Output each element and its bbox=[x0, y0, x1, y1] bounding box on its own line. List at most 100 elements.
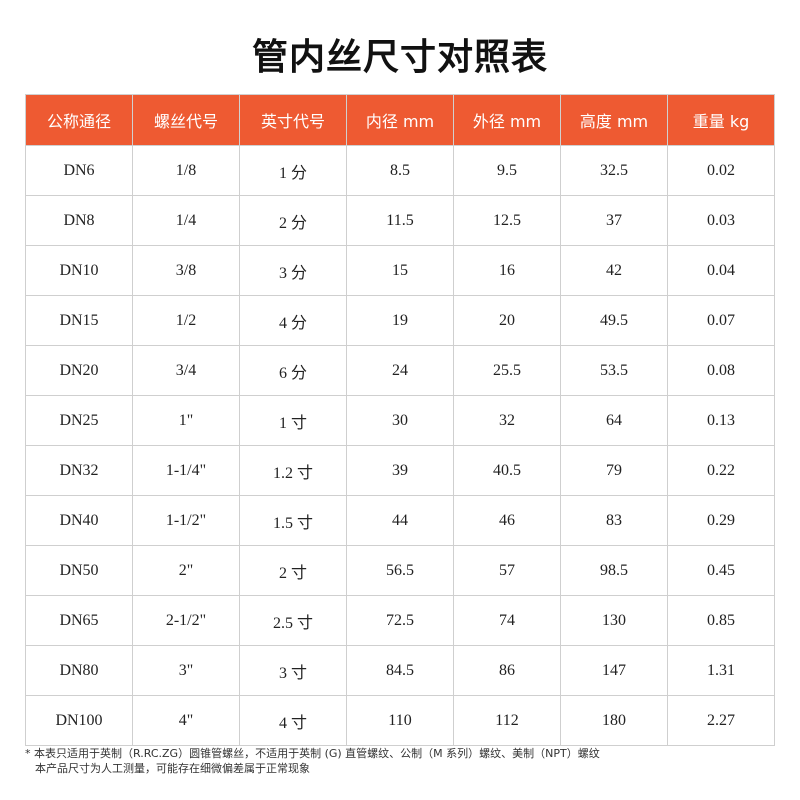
cell-inner-diameter: 39 bbox=[346, 445, 454, 496]
cell-weight: 0.04 bbox=[667, 245, 775, 296]
cell-outer-diameter: 16 bbox=[453, 245, 561, 296]
cell-nominal-diameter: DN25 bbox=[25, 395, 133, 446]
cell-weight: 2.27 bbox=[667, 695, 775, 746]
cell-height: 130 bbox=[560, 595, 668, 646]
table-row: DN15 1/2 4 分 19 20 49.5 0.07 bbox=[25, 295, 775, 346]
cell-height: 180 bbox=[560, 695, 668, 746]
cell-weight: 0.29 bbox=[667, 495, 775, 546]
cell-nominal-diameter: DN32 bbox=[25, 445, 133, 496]
cell-weight: 0.22 bbox=[667, 445, 775, 496]
cell-inch-code: 4 寸 bbox=[239, 695, 347, 746]
cell-thread-code: 1/4 bbox=[132, 195, 240, 246]
header-thread-code: 螺丝代号 bbox=[132, 94, 240, 146]
cell-inner-diameter: 8.5 bbox=[346, 145, 454, 196]
size-table: 公称通径 螺丝代号 英寸代号 内径 mm 外径 mm 高度 mm 重量 kg D… bbox=[25, 94, 775, 746]
cell-inch-code: 1 寸 bbox=[239, 395, 347, 446]
cell-inner-diameter: 24 bbox=[346, 345, 454, 396]
cell-height: 53.5 bbox=[560, 345, 668, 396]
cell-outer-diameter: 40.5 bbox=[453, 445, 561, 496]
header-inner-diameter: 内径 mm bbox=[346, 94, 454, 146]
cell-outer-diameter: 12.5 bbox=[453, 195, 561, 246]
cell-inch-code: 2 寸 bbox=[239, 545, 347, 596]
header-outer-diameter: 外径 mm bbox=[453, 94, 561, 146]
cell-nominal-diameter: DN20 bbox=[25, 345, 133, 396]
cell-weight: 0.02 bbox=[667, 145, 775, 196]
cell-inch-code: 2.5 寸 bbox=[239, 595, 347, 646]
cell-inner-diameter: 11.5 bbox=[346, 195, 454, 246]
cell-inch-code: 3 分 bbox=[239, 245, 347, 296]
table-row: DN40 1-1/2" 1.5 寸 44 46 83 0.29 bbox=[25, 495, 775, 546]
cell-nominal-diameter: DN10 bbox=[25, 245, 133, 296]
cell-thread-code: 3/4 bbox=[132, 345, 240, 396]
cell-nominal-diameter: DN50 bbox=[25, 545, 133, 596]
cell-thread-code: 1-1/2" bbox=[132, 495, 240, 546]
cell-inner-diameter: 30 bbox=[346, 395, 454, 446]
cell-inch-code: 2 分 bbox=[239, 195, 347, 246]
table-row: DN20 3/4 6 分 24 25.5 53.5 0.08 bbox=[25, 345, 775, 396]
cell-thread-code: 3" bbox=[132, 645, 240, 696]
cell-height: 64 bbox=[560, 395, 668, 446]
cell-height: 98.5 bbox=[560, 545, 668, 596]
table-row: DN80 3" 3 寸 84.5 86 147 1.31 bbox=[25, 645, 775, 696]
table-row: DN65 2-1/2" 2.5 寸 72.5 74 130 0.85 bbox=[25, 595, 775, 646]
cell-height: 79 bbox=[560, 445, 668, 496]
cell-weight: 0.85 bbox=[667, 595, 775, 646]
cell-inch-code: 3 寸 bbox=[239, 645, 347, 696]
cell-height: 49.5 bbox=[560, 295, 668, 346]
cell-thread-code: 2" bbox=[132, 545, 240, 596]
cell-inch-code: 1 分 bbox=[239, 145, 347, 196]
cell-thread-code: 3/8 bbox=[132, 245, 240, 296]
header-weight: 重量 kg bbox=[667, 94, 775, 146]
cell-thread-code: 2-1/2" bbox=[132, 595, 240, 646]
table-row: DN10 3/8 3 分 15 16 42 0.04 bbox=[25, 245, 775, 296]
cell-weight: 0.08 bbox=[667, 345, 775, 396]
cell-weight: 0.07 bbox=[667, 295, 775, 346]
header-inch-code: 英寸代号 bbox=[239, 94, 347, 146]
cell-inch-code: 1.2 寸 bbox=[239, 445, 347, 496]
cell-outer-diameter: 9.5 bbox=[453, 145, 561, 196]
cell-inner-diameter: 44 bbox=[346, 495, 454, 546]
cell-nominal-diameter: DN80 bbox=[25, 645, 133, 696]
table-row: DN50 2" 2 寸 56.5 57 98.5 0.45 bbox=[25, 545, 775, 596]
cell-nominal-diameter: DN15 bbox=[25, 295, 133, 346]
cell-nominal-diameter: DN6 bbox=[25, 145, 133, 196]
cell-height: 32.5 bbox=[560, 145, 668, 196]
cell-nominal-diameter: DN65 bbox=[25, 595, 133, 646]
cell-thread-code: 1/8 bbox=[132, 145, 240, 196]
cell-outer-diameter: 86 bbox=[453, 645, 561, 696]
cell-outer-diameter: 32 bbox=[453, 395, 561, 446]
footnote-line: * 本表只适用于英制（R.RC.ZG）圆锥管螺丝，不适用于英制 (G) 直管螺纹… bbox=[25, 747, 600, 760]
cell-outer-diameter: 112 bbox=[453, 695, 561, 746]
cell-weight: 1.31 bbox=[667, 645, 775, 696]
cell-inch-code: 6 分 bbox=[239, 345, 347, 396]
cell-thread-code: 1" bbox=[132, 395, 240, 446]
cell-inner-diameter: 110 bbox=[346, 695, 454, 746]
cell-height: 83 bbox=[560, 495, 668, 546]
cell-outer-diameter: 46 bbox=[453, 495, 561, 546]
table-row: DN6 1/8 1 分 8.5 9.5 32.5 0.02 bbox=[25, 145, 775, 196]
table-row: DN25 1" 1 寸 30 32 64 0.13 bbox=[25, 395, 775, 446]
table-body: DN6 1/8 1 分 8.5 9.5 32.5 0.02 DN8 1/4 2 分 11.5 12.5… bbox=[25, 145, 775, 746]
cell-inch-code: 4 分 bbox=[239, 295, 347, 346]
cell-height: 37 bbox=[560, 195, 668, 246]
cell-nominal-diameter: DN40 bbox=[25, 495, 133, 546]
header-nominal-diameter: 公称通径 bbox=[25, 94, 133, 146]
cell-nominal-diameter: DN8 bbox=[25, 195, 133, 246]
cell-weight: 0.03 bbox=[667, 195, 775, 246]
cell-nominal-diameter: DN100 bbox=[25, 695, 133, 746]
cell-weight: 0.45 bbox=[667, 545, 775, 596]
cell-outer-diameter: 25.5 bbox=[453, 345, 561, 396]
cell-outer-diameter: 57 bbox=[453, 545, 561, 596]
cell-inner-diameter: 15 bbox=[346, 245, 454, 296]
cell-inner-diameter: 19 bbox=[346, 295, 454, 346]
table-header-row: 公称通径 螺丝代号 英寸代号 内径 mm 外径 mm 高度 mm 重量 kg bbox=[25, 94, 775, 146]
page-title: 管内丝尺寸对照表 bbox=[251, 37, 548, 78]
cell-thread-code: 4" bbox=[132, 695, 240, 746]
cell-inch-code: 1.5 寸 bbox=[239, 495, 347, 546]
cell-thread-code: 1/2 bbox=[132, 295, 240, 346]
cell-outer-diameter: 74 bbox=[453, 595, 561, 646]
footnote-line: 本产品尺寸为人工测量，可能存在细微偏差属于正常现象 bbox=[35, 762, 310, 775]
header-height: 高度 mm bbox=[560, 94, 668, 146]
cell-height: 147 bbox=[560, 645, 668, 696]
cell-inner-diameter: 56.5 bbox=[346, 545, 454, 596]
